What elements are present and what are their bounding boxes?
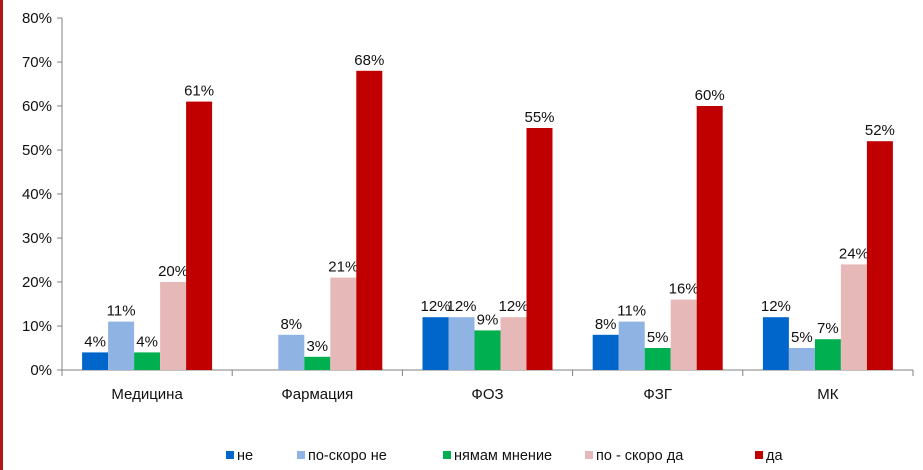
- legend-label: не: [237, 448, 253, 464]
- data-label: 9%: [477, 311, 499, 328]
- legend-swatch: [297, 451, 305, 459]
- data-label: 4%: [136, 333, 158, 350]
- data-label: 3%: [306, 338, 328, 355]
- data-label: 5%: [791, 329, 813, 346]
- legend-swatch: [585, 451, 593, 459]
- bar: [160, 282, 187, 370]
- data-label: 60%: [695, 87, 725, 104]
- y-tick-label: 60%: [22, 98, 52, 115]
- y-tick-label: 10%: [22, 318, 52, 335]
- bar: [186, 101, 213, 370]
- y-tick-label: 30%: [22, 230, 52, 247]
- data-label: 4%: [84, 333, 106, 350]
- data-label: 8%: [595, 316, 617, 333]
- y-tick-label: 80%: [22, 10, 52, 27]
- bar: [762, 317, 789, 370]
- bar: [696, 106, 723, 370]
- bar: [670, 299, 697, 370]
- bar: [526, 128, 553, 370]
- legend-label: по - скоро да: [596, 448, 684, 464]
- legend-swatch: [226, 451, 234, 459]
- legend-label: по-скоро не: [308, 448, 387, 464]
- data-label: 11%: [617, 303, 646, 320]
- bar: [500, 317, 527, 370]
- data-label: 11%: [107, 303, 136, 320]
- data-label: 16%: [669, 281, 699, 298]
- x-category-label: Медицина: [111, 386, 183, 403]
- data-label: 12%: [446, 298, 476, 315]
- data-label: 8%: [280, 316, 302, 333]
- bar: [814, 339, 841, 370]
- x-category-label: МК: [817, 386, 838, 403]
- bar: [356, 70, 383, 371]
- bar: [788, 348, 815, 370]
- data-label: 12%: [498, 298, 528, 315]
- bar: [592, 334, 619, 370]
- y-tick-label: 0%: [30, 362, 52, 379]
- data-label: 20%: [158, 263, 188, 280]
- bar: [422, 317, 449, 370]
- legend-label: нямам мнение: [454, 448, 552, 464]
- x-category-label: ФЗГ: [643, 386, 672, 403]
- bar: [644, 348, 671, 370]
- data-label: 52%: [865, 122, 895, 139]
- data-label: 61%: [184, 83, 214, 100]
- data-label: 55%: [524, 109, 554, 126]
- bar: [108, 321, 135, 370]
- data-label: 5%: [647, 329, 669, 346]
- y-tick-label: 20%: [22, 274, 52, 291]
- bar: [304, 356, 331, 370]
- data-label: 24%: [839, 245, 869, 262]
- bar: [866, 141, 893, 370]
- x-category-label: ФОЗ: [471, 386, 503, 403]
- bar: [134, 352, 161, 370]
- bar: [618, 321, 645, 370]
- bar: [474, 330, 501, 370]
- legend-swatch: [443, 451, 451, 459]
- y-tick-label: 50%: [22, 142, 52, 159]
- x-category-label: Фармация: [281, 386, 353, 403]
- data-label: 12%: [420, 298, 450, 315]
- data-label: 12%: [761, 298, 791, 315]
- data-label: 7%: [817, 320, 839, 337]
- legend-label: да: [766, 448, 783, 464]
- data-label: 21%: [328, 259, 358, 276]
- bar: [840, 264, 867, 370]
- bar: [82, 352, 109, 370]
- legend-swatch: [755, 451, 763, 459]
- data-label: 68%: [354, 52, 384, 69]
- bar: [278, 334, 305, 370]
- bar: [330, 277, 357, 370]
- y-tick-label: 70%: [22, 54, 52, 71]
- bar: [448, 317, 475, 370]
- y-tick-label: 40%: [22, 186, 52, 203]
